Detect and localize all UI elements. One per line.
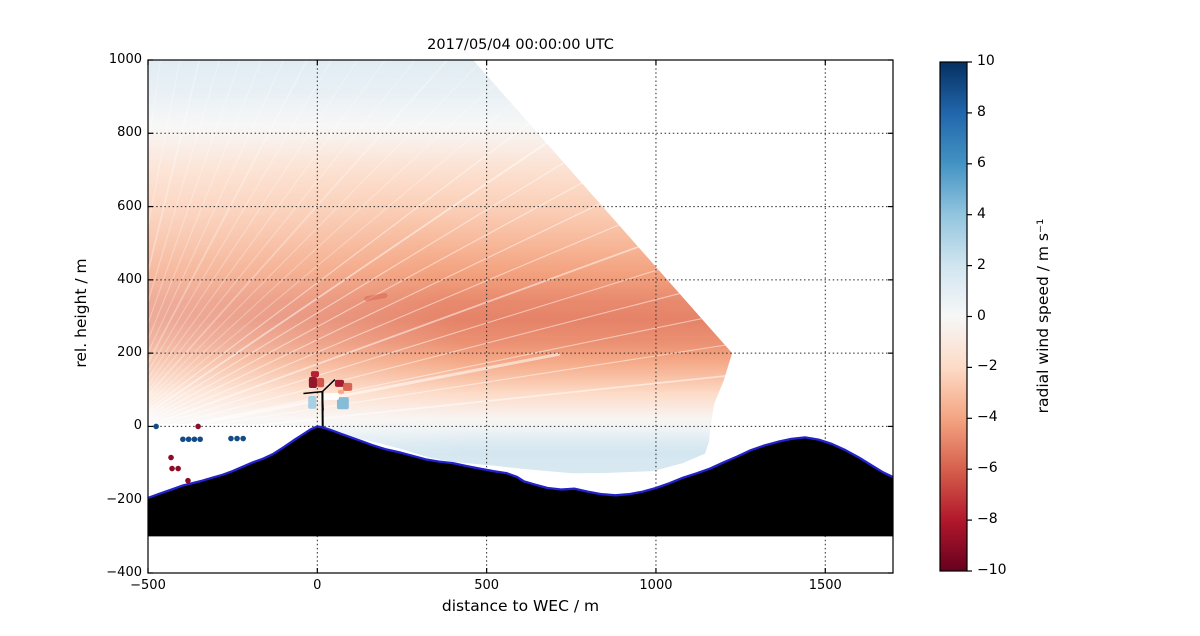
wake-smudge bbox=[364, 292, 388, 302]
scatter-dots bbox=[153, 423, 246, 484]
y-tick-label: 800 bbox=[117, 125, 142, 141]
y-tick-label: 400 bbox=[117, 271, 142, 287]
y-tick-label: 0 bbox=[133, 418, 142, 434]
x-tick-label: 1500 bbox=[808, 578, 842, 593]
x-axis-label: distance to WEC / m bbox=[441, 597, 600, 615]
colorbar-tick-label: −6 bbox=[977, 460, 998, 477]
y-tick-label: −400 bbox=[106, 565, 142, 580]
scatter-dot bbox=[153, 423, 159, 430]
x-tick-label: 0 bbox=[313, 578, 322, 593]
y-tick-label: −200 bbox=[106, 491, 142, 507]
scatter-dot bbox=[228, 435, 234, 442]
colorbar-tick-label: 10 bbox=[977, 53, 995, 69]
colorbar-tick-label: −8 bbox=[977, 511, 998, 528]
scatter-dot bbox=[234, 435, 240, 442]
x-tick-label: 1000 bbox=[639, 578, 673, 593]
scatter-dot bbox=[175, 465, 181, 472]
colorbar-tick-label: 6 bbox=[977, 154, 986, 171]
scatter-dot bbox=[180, 436, 186, 443]
colorbar-tick-label: 8 bbox=[977, 103, 986, 120]
x-tick-label: −500 bbox=[130, 578, 166, 593]
scatter-dot bbox=[197, 436, 203, 443]
plot-title: 2017/05/04 00:00:00 UTC bbox=[427, 37, 614, 53]
wind-turbine bbox=[303, 378, 336, 429]
y-tick-label: 200 bbox=[117, 345, 142, 361]
y-tick-label: 1000 bbox=[108, 52, 142, 67]
colorbar-tick-label: 0 bbox=[977, 307, 986, 324]
colorbar-tick-label: 2 bbox=[977, 256, 986, 273]
colorbar-tick-label: −2 bbox=[977, 358, 998, 375]
x-tick-label: 500 bbox=[474, 578, 500, 593]
scatter-dot bbox=[168, 454, 174, 461]
scan-fan bbox=[148, 60, 733, 474]
y-tick-label: 600 bbox=[117, 198, 142, 214]
colorbar-tick-label: −10 bbox=[977, 562, 1007, 578]
scatter-dot bbox=[240, 435, 246, 442]
colorbar-tick-label: 4 bbox=[977, 205, 986, 222]
scatter-dot bbox=[191, 436, 198, 443]
scatter-dot bbox=[185, 436, 192, 443]
scatter-dot bbox=[169, 465, 175, 472]
colorbar bbox=[939, 61, 972, 572]
rotor-artifacts bbox=[308, 371, 353, 410]
scatter-dot bbox=[195, 423, 201, 430]
colorbar-label: radial wind speed / m s⁻¹ bbox=[1034, 218, 1052, 414]
scatter-dot bbox=[185, 477, 191, 484]
y-axis-label: rel. height / m bbox=[72, 258, 90, 368]
colorbar-tick-label: −4 bbox=[977, 409, 998, 426]
terrain bbox=[147, 425, 894, 537]
plot-frame bbox=[147, 59, 894, 574]
